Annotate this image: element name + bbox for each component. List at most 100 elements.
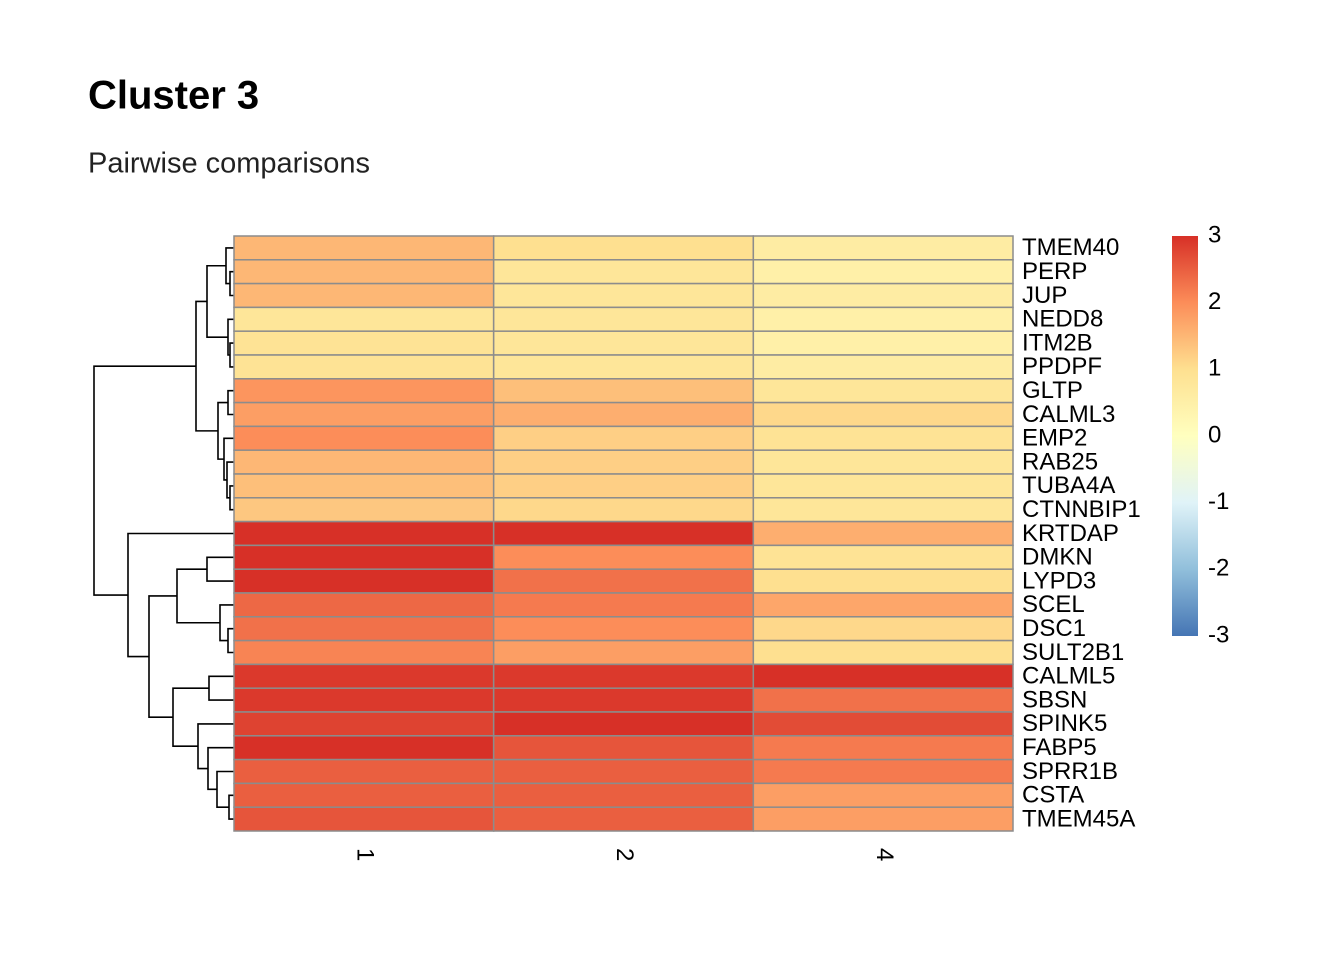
heatmap-cell	[492, 616, 755, 642]
heatmap-cell	[233, 497, 495, 523]
row-label: SPINK5	[1022, 710, 1107, 737]
row-label: DMKN	[1022, 544, 1093, 571]
row-label: RAB25	[1022, 448, 1098, 475]
heatmap-cell	[233, 473, 495, 499]
row-label: DSC1	[1022, 615, 1086, 642]
heatmap-cell	[492, 378, 755, 404]
heatmap-cell	[492, 473, 755, 499]
row-label: TMEM45A	[1022, 805, 1135, 832]
heatmap-cell	[492, 735, 755, 761]
row-label: SBSN	[1022, 686, 1087, 713]
heatmap-cell	[233, 711, 495, 737]
color-bar-label: -2	[1208, 555, 1229, 582]
heatmap-cell	[492, 306, 755, 332]
dendrogram-branches	[93, 247, 234, 820]
heatmap-cell	[752, 639, 1014, 666]
row-label: GLTP	[1022, 377, 1083, 404]
row-label: CTNNBIP1	[1022, 496, 1141, 523]
heatmap-cell	[233, 735, 495, 761]
heatmap-cell	[752, 544, 1014, 570]
heatmap-cell	[492, 330, 755, 356]
heatmap-cell	[233, 354, 495, 380]
heatmap-cell	[492, 401, 755, 428]
heatmap-cell	[752, 497, 1014, 523]
heatmap-cell	[233, 663, 495, 689]
heatmap-cell	[752, 378, 1014, 404]
row-label: SCEL	[1022, 591, 1085, 618]
heatmap-cell	[233, 378, 495, 404]
heatmap-cell	[752, 758, 1014, 785]
heatmap-cell	[492, 711, 755, 737]
heatmap-cell	[492, 663, 755, 689]
heatmap-cell	[492, 449, 755, 475]
color-bar-label: -3	[1208, 621, 1229, 648]
heatmap-cell	[233, 235, 495, 261]
heatmap-cell	[752, 449, 1014, 475]
color-bar	[1172, 236, 1198, 636]
column-label: 2	[611, 848, 638, 861]
heatmap-cell	[233, 616, 495, 642]
color-bar-label: 2	[1208, 288, 1221, 315]
color-bar-label: -1	[1208, 488, 1229, 515]
heatmap-cell	[492, 235, 755, 261]
heatmap-cell	[233, 687, 495, 713]
chart-subtitle: Pairwise comparisons	[88, 148, 370, 180]
heatmap-cell	[752, 354, 1014, 380]
heatmap-cell	[492, 497, 755, 523]
heatmap-cell	[752, 473, 1014, 499]
row-label: CSTA	[1022, 782, 1084, 809]
row-label: SULT2B1	[1022, 639, 1124, 666]
heatmap-cell	[752, 616, 1014, 642]
row-label: NEDD8	[1022, 306, 1103, 333]
heatmap-cell	[492, 592, 755, 618]
heatmap-cell	[492, 782, 755, 808]
heatmap-cell	[492, 354, 755, 380]
row-label: EMP2	[1022, 425, 1087, 452]
heatmap-cell	[492, 687, 755, 713]
heatmap-cell	[233, 806, 495, 832]
heatmap-cell	[752, 711, 1014, 737]
heatmap-cell	[752, 592, 1014, 618]
row-label: PPDPF	[1022, 353, 1102, 380]
heatmap-cell	[752, 782, 1014, 808]
heatmap-cell	[233, 401, 495, 428]
heatmap-cell	[752, 235, 1014, 261]
heatmap-cell	[492, 758, 755, 785]
heatmap-cell	[492, 520, 755, 547]
row-label: TMEM40	[1022, 234, 1119, 261]
heatmap-cell	[492, 806, 755, 832]
heatmap-cell	[233, 425, 495, 451]
row-label: LYPD3	[1022, 567, 1096, 594]
heatmap-cell	[233, 306, 495, 332]
heatmap-cell	[233, 758, 495, 785]
color-bar-label: 1	[1208, 355, 1221, 382]
heatmap-cell	[492, 544, 755, 570]
heatmap-cell	[752, 520, 1014, 547]
heatmap-cell	[752, 663, 1014, 689]
column-label: 1	[351, 848, 378, 861]
heatmap-cell	[233, 639, 495, 666]
row-label: CALML3	[1022, 401, 1115, 428]
row-label: KRTDAP	[1022, 520, 1119, 547]
heatmap-cell	[233, 782, 495, 808]
heatmap-cell	[233, 449, 495, 475]
heatmap-cell	[233, 520, 495, 547]
row-label: CALML5	[1022, 663, 1115, 690]
heatmap-cell	[752, 806, 1014, 832]
chart-title: Cluster 3	[88, 74, 259, 118]
heatmap-cell	[752, 259, 1014, 285]
heatmap-cell	[752, 401, 1014, 428]
row-label: TUBA4A	[1022, 472, 1115, 499]
dendrogram	[93, 247, 234, 820]
heatmap-cell	[492, 425, 755, 451]
heatmap-cell	[752, 330, 1014, 356]
heatmap-cell	[492, 282, 755, 309]
heatmap-cell	[233, 259, 495, 285]
row-label: ITM2B	[1022, 329, 1093, 356]
heatmap-cell	[492, 639, 755, 666]
heatmap-cell	[233, 282, 495, 309]
row-label: FABP5	[1022, 734, 1097, 761]
heatmap-cell	[233, 330, 495, 356]
heatmap-cell	[752, 568, 1014, 594]
